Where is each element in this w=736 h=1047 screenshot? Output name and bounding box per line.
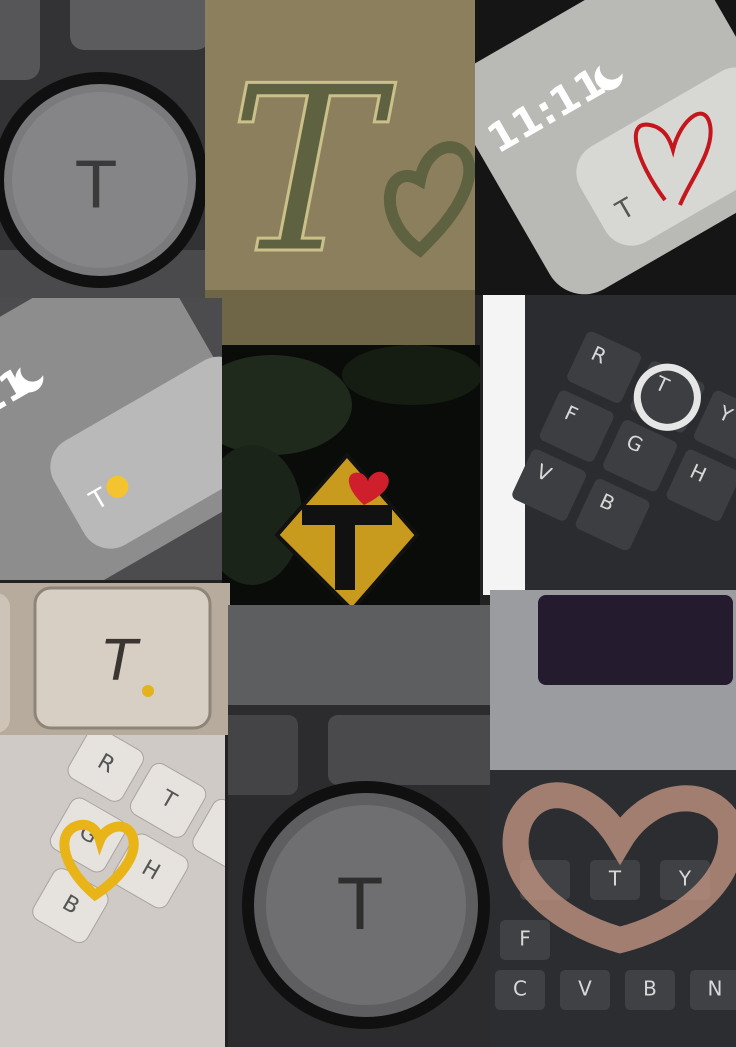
- key: [192, 798, 225, 874]
- tile-keyboard: R F G V T Y H B: [483, 295, 736, 595]
- tile-sand: T: [205, 0, 475, 345]
- moon-cut: [20, 357, 45, 382]
- key: [567, 331, 641, 403]
- key-label: Y: [678, 867, 692, 891]
- key: [0, 0, 40, 80]
- key: [67, 735, 144, 802]
- shadow: [205, 290, 475, 345]
- tile-keyboard: R T Y G H B: [0, 735, 225, 1047]
- key: [590, 860, 640, 900]
- key: [328, 715, 490, 785]
- heart-emoji: [348, 471, 389, 505]
- tile-key-ring: T: [228, 605, 490, 1047]
- card: [576, 67, 736, 246]
- key: [625, 970, 675, 1010]
- card: [50, 356, 222, 549]
- key: [129, 762, 207, 838]
- key: [603, 420, 677, 492]
- sign-t-bar: [302, 505, 392, 525]
- sand-letter: T: [228, 38, 396, 305]
- key: [512, 449, 586, 521]
- key: [694, 390, 736, 463]
- sand-heart: [383, 141, 475, 258]
- emoji: [106, 475, 129, 498]
- laptop-edge: [228, 605, 490, 705]
- key: [228, 715, 298, 795]
- key-label: F: [519, 927, 531, 951]
- white-strip: [483, 295, 525, 595]
- key: [495, 970, 545, 1010]
- laptop-screen: [538, 595, 733, 685]
- key-label: N: [708, 977, 723, 1001]
- red-heart: [633, 111, 713, 206]
- foliage: [342, 345, 480, 405]
- tile-phone: 11:11 T: [0, 298, 222, 580]
- key-label: C: [513, 977, 527, 1001]
- tile-phone: 11:11 T: [475, 0, 736, 295]
- key: [500, 920, 550, 960]
- tile-laptop: F T Y C V B N: [490, 590, 736, 1047]
- foliage: [222, 355, 352, 455]
- ring: [633, 363, 701, 431]
- sign-t-stem: [335, 520, 355, 590]
- key: [33, 586, 212, 730]
- key: [690, 970, 736, 1010]
- key-label: V: [578, 977, 592, 1001]
- key-label: T: [75, 150, 116, 224]
- key: [630, 361, 705, 433]
- key: [0, 593, 10, 733]
- key: [575, 478, 650, 551]
- tile-bg: [205, 0, 475, 345]
- hand-heart: [502, 782, 736, 954]
- key: [539, 390, 614, 462]
- key: [70, 0, 205, 50]
- gold-heart: [59, 819, 139, 902]
- key-label: T: [608, 867, 622, 891]
- tile-key-ring: T: [0, 0, 205, 300]
- key: [666, 449, 736, 521]
- key-face: [266, 805, 466, 1005]
- key-label: B: [643, 977, 657, 1001]
- tile-sign: [222, 345, 480, 605]
- foliage: [222, 445, 302, 585]
- key-face: [12, 92, 188, 268]
- key-label: T: [103, 629, 141, 694]
- emoji: [142, 685, 154, 697]
- tile-key: T: [0, 583, 230, 735]
- key: [560, 970, 610, 1010]
- moon-cut: [599, 55, 624, 80]
- key-label: T: [338, 864, 382, 946]
